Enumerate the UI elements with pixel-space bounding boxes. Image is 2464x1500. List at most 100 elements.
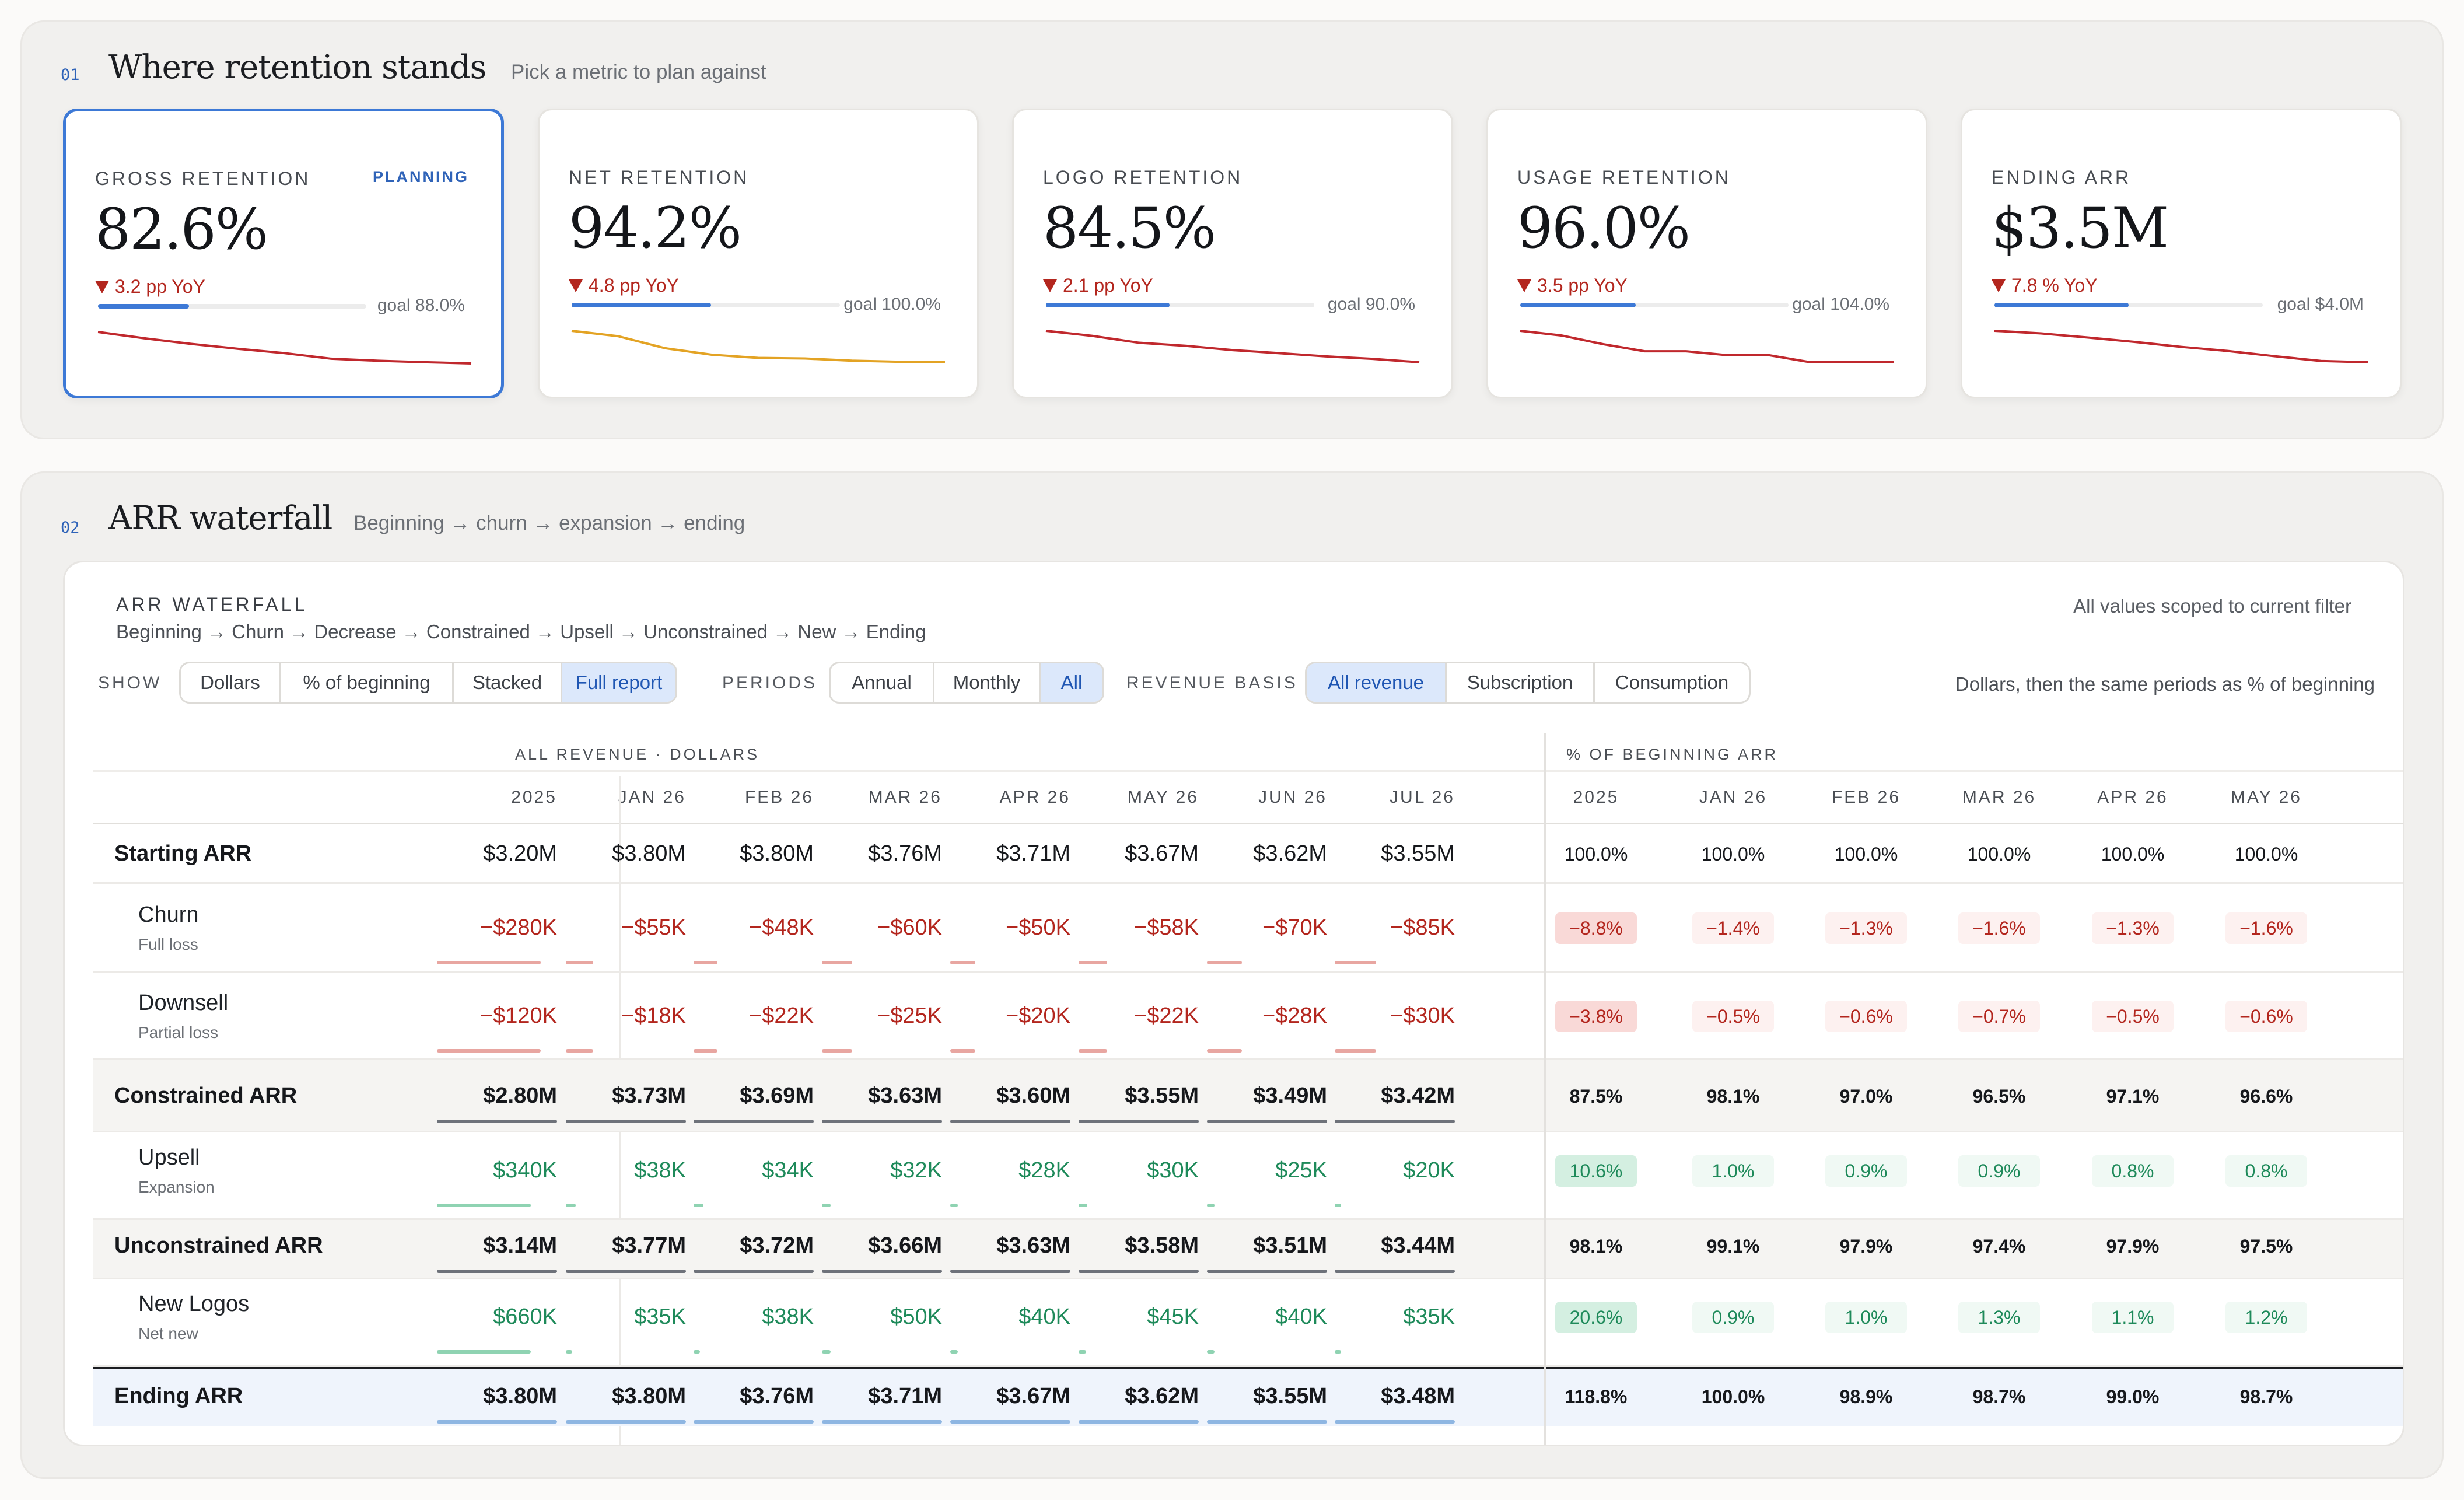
waterfall-bar — [694, 1049, 718, 1053]
dollar-cell: $3.51M — [1253, 1233, 1327, 1258]
dollar-cell: $38K — [762, 1305, 814, 1329]
dollar-cell: −$30K — [1390, 1004, 1455, 1028]
percent-cell: 97.5% — [2239, 1236, 2293, 1257]
dollar-cell: $3.71M — [996, 841, 1070, 866]
down-triangle-icon — [1517, 279, 1531, 292]
metric-label: LOGO RETENTION — [1043, 167, 1243, 188]
waterfall-bar — [822, 1350, 831, 1354]
goal-progress-fill — [1994, 303, 2129, 307]
dollar-cell: $3.76M — [868, 841, 942, 866]
metric-value: 96.0% — [1517, 195, 1690, 261]
dollar-cell: $35K — [1403, 1305, 1455, 1329]
revenue-basis-option[interactable]: Consumption — [1615, 672, 1729, 693]
period-option[interactable]: Monthly — [935, 663, 1041, 702]
period-option[interactable]: All — [1041, 663, 1102, 702]
revenue-basis-option[interactable]: Subscription — [1447, 663, 1595, 702]
percent-cell: 0.8% — [2092, 1155, 2174, 1187]
table-row — [93, 884, 2403, 973]
dollar-cell: $40K — [1019, 1305, 1070, 1329]
waterfall-bar — [1335, 1420, 1455, 1424]
section-subtitle: Pick a metric to plan against — [511, 61, 766, 83]
dollar-cell: $3.72M — [740, 1233, 814, 1258]
dollar-cell: $3.49M — [1253, 1083, 1327, 1108]
percent-cell: −0.6% — [1825, 1001, 1907, 1032]
percent-cell: 100.0% — [1701, 1386, 1765, 1407]
metric-label: GROSS RETENTION — [95, 168, 311, 189]
waterfall-bar — [1207, 961, 1242, 964]
goal-text: goal 88.0% — [377, 296, 465, 315]
waterfall-bar — [822, 1270, 942, 1273]
waterfall-bar — [566, 1204, 576, 1207]
periods-toggle: Annual Monthly All — [829, 662, 1104, 704]
column-header: JAN 26 — [1699, 788, 1768, 807]
metric-card[interactable]: ENDING ARR $3.5M 7.8 % YoY goal $4.0M — [1961, 109, 2402, 398]
waterfall-bar — [822, 961, 852, 964]
waterfall-bar — [950, 1120, 1070, 1123]
metric-card[interactable]: GROSS RETENTION PLANNING 82.6% 3.2 pp YoY go… — [63, 109, 504, 398]
dollar-cell: −$85K — [1390, 915, 1455, 940]
header-divider — [93, 823, 2403, 824]
dollar-cell: $20K — [1403, 1158, 1455, 1183]
waterfall-bar — [566, 1350, 572, 1354]
goal-progress-track — [98, 304, 366, 309]
metric-value: 94.2% — [569, 195, 742, 261]
waterfall-bar — [1207, 1420, 1327, 1424]
percent-cell: 99.1% — [1706, 1236, 1760, 1257]
down-triangle-icon — [95, 281, 109, 293]
waterfall-card: ARR WATERFALL Beginning → Churn → Decrea… — [63, 561, 2404, 1446]
dollar-cell: $35K — [634, 1305, 686, 1329]
percent-cell: 100.0% — [2234, 844, 2298, 865]
sparkline-path — [1520, 330, 1894, 363]
dollar-cell: $34K — [762, 1158, 814, 1183]
metric-card[interactable]: LOGO RETENTION 84.5% 2.1 pp YoY goal 90.0% — [1012, 109, 1453, 398]
percent-cell: −0.7% — [1958, 1001, 2040, 1032]
goal-progress-fill — [98, 304, 190, 309]
column-header: 2025 — [1573, 788, 1619, 807]
card-title: ARR WATERFALL — [116, 594, 308, 615]
dollar-cell: $38K — [634, 1158, 686, 1183]
metric-card[interactable]: USAGE RETENTION 96.0% 3.5 pp YoY goal 104.0… — [1486, 109, 1927, 398]
waterfall-bar — [1079, 1120, 1199, 1123]
dollar-cell: $3.80M — [612, 841, 686, 866]
show-option[interactable]: Full report — [562, 663, 676, 702]
percent-cell: 96.5% — [1972, 1086, 2026, 1107]
dollar-cell: $3.77M — [612, 1233, 686, 1258]
column-header: FEB 26 — [1831, 788, 1901, 807]
revenue-basis-label: REVENUE BASIS — [1126, 673, 1298, 693]
dollar-cell: $2.80M — [483, 1083, 557, 1108]
section-title: ARR waterfall — [108, 499, 332, 537]
metric-card[interactable]: NET RETENTION 94.2% 4.8 pp YoY goal 100.0% — [538, 109, 979, 398]
table-row — [93, 973, 2403, 1060]
waterfall-bar — [1207, 1049, 1242, 1053]
down-triangle-icon — [1992, 279, 2006, 292]
column-header: MAR 26 — [1962, 788, 2036, 807]
dollar-cell: $3.58M — [1125, 1233, 1199, 1258]
column-header: APR 26 — [2097, 788, 2168, 807]
dollar-cell: −$25K — [877, 1004, 942, 1028]
waterfall-bar — [1207, 1350, 1214, 1354]
metric-label: NET RETENTION — [569, 167, 750, 188]
sparkline-path — [1994, 330, 2368, 363]
goal-progress-track — [1520, 303, 1788, 307]
sparkline-path — [571, 330, 946, 363]
metric-delta: 2.1 pp YoY — [1043, 275, 1153, 296]
row-sublabel: Partial loss — [138, 1023, 218, 1041]
percent-cell: 1.0% — [1825, 1302, 1907, 1333]
waterfall-panel: 02 ARR waterfall Beginning → churn → exp… — [20, 471, 2444, 1479]
revenue-basis-option[interactable]: All revenue — [1307, 663, 1447, 702]
goal-progress-fill — [1046, 303, 1170, 307]
percent-cell: −1.6% — [1958, 912, 2040, 944]
show-option[interactable]: Dollars — [181, 663, 281, 702]
show-option[interactable]: Stacked — [454, 663, 562, 702]
dollar-cell: $40K — [1275, 1305, 1327, 1329]
period-option[interactable]: Annual — [831, 663, 935, 702]
dollar-cell: $30K — [1147, 1158, 1199, 1183]
waterfall-bar — [1207, 1204, 1214, 1207]
metric-delta: 7.8 % YoY — [1992, 275, 2098, 296]
scope-note: All values scoped to current filter — [2073, 595, 2351, 617]
show-option[interactable]: % of beginning — [281, 663, 454, 702]
down-triangle-icon — [569, 279, 583, 292]
waterfall-bar — [437, 1204, 531, 1207]
column-header: FEB 26 — [744, 788, 814, 807]
waterfall-bar — [566, 1120, 686, 1123]
